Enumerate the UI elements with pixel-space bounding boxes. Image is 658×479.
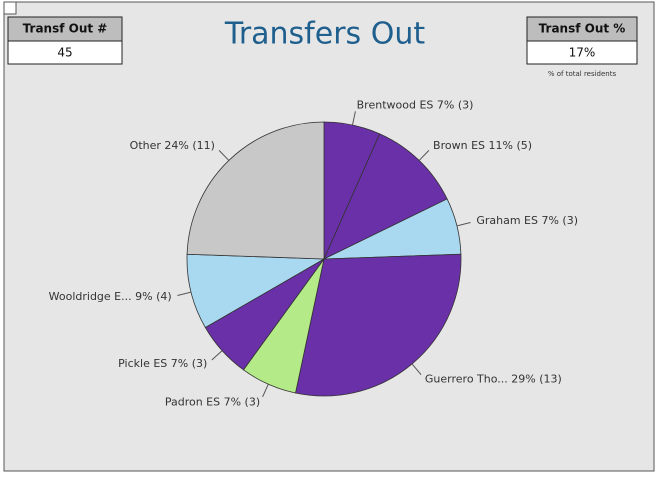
slice-category: Pickle ES: [118, 357, 167, 370]
kpi-note: % of total residents: [548, 70, 617, 78]
slice-label: Other 24% (11): [130, 139, 215, 152]
slice-value-label: 29% (13): [511, 372, 562, 385]
slice-label: Padron ES 7% (3): [165, 395, 260, 408]
leader-line: [262, 383, 269, 398]
leader-line: [218, 150, 230, 161]
pie: Brentwood ES 7% (3) Brown ES 11% (5) Graha…: [49, 98, 578, 408]
slice-value-label: 9% (4): [135, 290, 172, 303]
leader-line: [211, 350, 223, 361]
kpi-header: [526, 16, 638, 42]
slice-category: Brentwood ES: [357, 98, 434, 111]
slice-label: Graham ES 7% (3): [476, 214, 578, 227]
slice-label: Brentwood ES 7% (3): [357, 98, 474, 111]
slice-value-label: 7% (3): [171, 357, 208, 370]
slice-label: Pickle ES 7% (3): [118, 357, 207, 370]
chart-title: Transfers Out: [224, 17, 425, 52]
slice-label: Wooldridge E... 9% (4): [49, 290, 172, 303]
slice-label: Brown ES 11% (5): [433, 139, 532, 152]
slice-value-label: 7% (3): [224, 395, 261, 408]
slice-value-label: 24% (11): [164, 139, 215, 152]
slice-value-label: 11% (5): [489, 139, 533, 152]
slice-category: Padron ES: [165, 395, 220, 408]
leader-line: [418, 150, 430, 161]
kpi-value-box: [526, 40, 638, 65]
leader-line: [177, 291, 192, 297]
slice-value-label: 7% (3): [437, 98, 474, 111]
kpi-title: Transf Out #: [23, 22, 108, 36]
leader-line: [351, 111, 356, 126]
slice-category: Guerrero Tho...: [425, 372, 508, 385]
slice-category: Wooldridge E...: [49, 290, 132, 303]
kpi-header: [7, 16, 123, 42]
slice-value-label: 7% (3): [541, 214, 578, 227]
kpi-value: 45: [57, 46, 72, 60]
slice-category: Brown ES: [433, 139, 485, 152]
kpi-title: Transf Out %: [539, 22, 626, 36]
leader-line: [456, 221, 471, 227]
slice-category: Graham ES: [476, 214, 538, 227]
leader-line: [411, 363, 422, 375]
slice-label: Guerrero Tho... 29% (13): [425, 372, 562, 385]
corner-box: [3, 1, 17, 15]
slice-category: Other: [130, 139, 162, 152]
kpi-value-box: [7, 40, 123, 65]
kpi-value: 17%: [569, 46, 596, 60]
